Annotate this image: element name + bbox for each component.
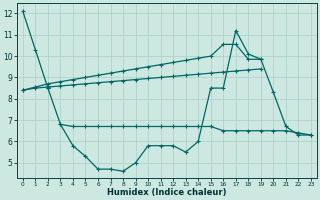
X-axis label: Humidex (Indice chaleur): Humidex (Indice chaleur) — [107, 188, 227, 197]
